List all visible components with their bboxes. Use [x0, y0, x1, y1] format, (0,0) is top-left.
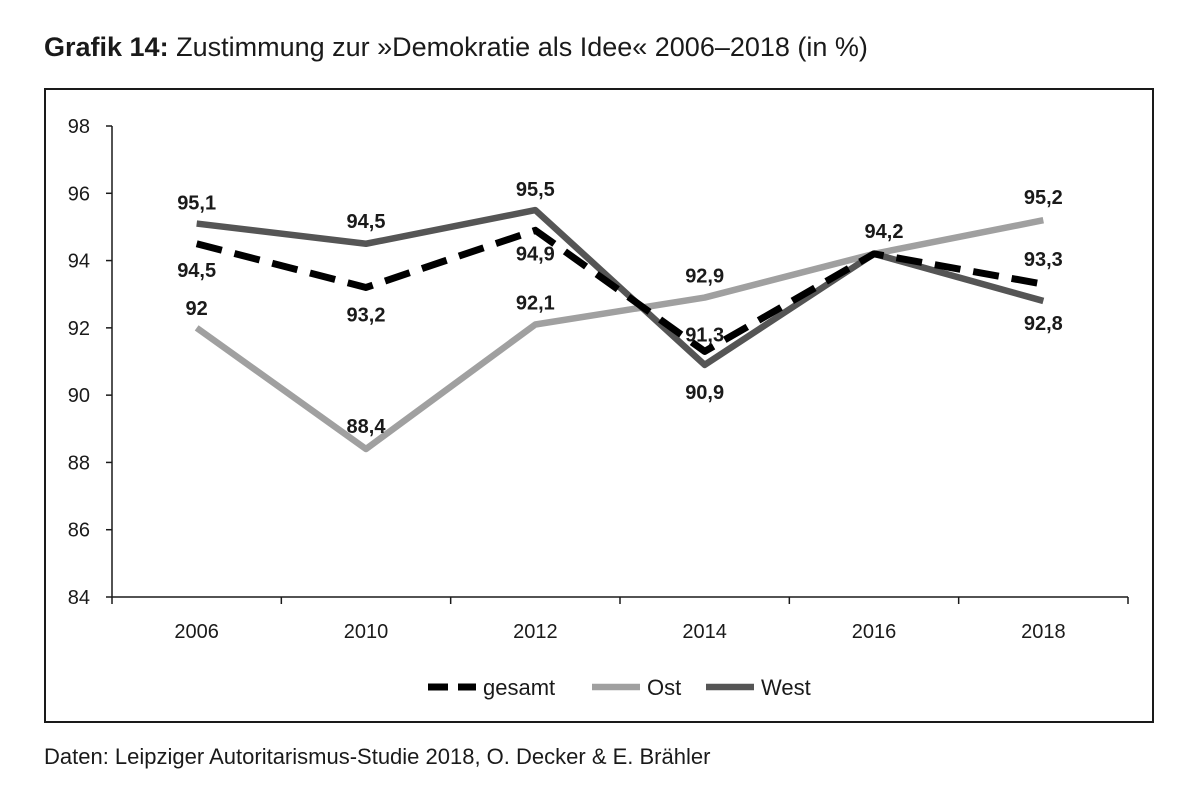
legend-label-ost: Ost: [647, 675, 681, 700]
data-label-west: 92,8: [1024, 313, 1063, 335]
y-tick-label: 90: [68, 385, 90, 407]
data-label-ost: 92,9: [685, 266, 724, 288]
series-line-ost: [194, 217, 1044, 453]
x-tick-label: 2016: [852, 621, 897, 643]
chart-title-text: Zustimmung zur »Demokratie als Idee« 200…: [176, 32, 868, 62]
y-tick-label: 96: [68, 183, 90, 205]
data-label-ost: 88,4: [347, 416, 387, 438]
x-tick-label: 2006: [174, 621, 219, 643]
x-tick-label: 2012: [513, 621, 558, 643]
data-label-west: 95,5: [516, 179, 555, 201]
x-tick-label: 2014: [682, 621, 727, 643]
y-tick-label: 98: [68, 116, 90, 138]
data-label-ost: 94,2: [865, 221, 904, 243]
chart-frame: [44, 88, 1154, 723]
data-label-west: 94,5: [347, 211, 386, 233]
data-label-ost: 92,1: [516, 292, 555, 314]
chart-title: Grafik 14: Zustimmung zur »Demokratie al…: [44, 32, 868, 63]
series-line-gesamt: [195, 226, 1044, 355]
data-label-west: 95,1: [177, 193, 216, 215]
chart-title-number: Grafik 14:: [44, 32, 169, 62]
data-label-ost: 92: [186, 298, 208, 320]
data-label-ost: 95,2: [1024, 187, 1063, 209]
y-tick-label: 88: [68, 452, 90, 474]
data-label-gesamt: 93,2: [347, 304, 386, 326]
data-label-west: 90,9: [685, 382, 724, 404]
source-note: Daten: Leipziger Autoritarismus-Studie 2…: [44, 744, 711, 769]
y-tick-label: 86: [68, 520, 90, 542]
data-label-gesamt: 94,5: [177, 260, 216, 282]
y-tick-label: 92: [68, 318, 90, 340]
legend-label-gesamt: gesamt: [483, 675, 555, 700]
data-label-gesamt: 93,3: [1024, 249, 1063, 271]
data-label-gesamt: 94,9: [516, 243, 555, 265]
series-line-west: [196, 206, 1045, 369]
legend-label-west: West: [761, 675, 811, 700]
x-tick-label: 2010: [344, 621, 389, 643]
x-tick-label: 2018: [1021, 621, 1066, 643]
y-tick-label: 84: [68, 587, 90, 609]
y-tick-label: 94: [68, 251, 90, 273]
data-label-gesamt: 91,3: [685, 324, 724, 346]
